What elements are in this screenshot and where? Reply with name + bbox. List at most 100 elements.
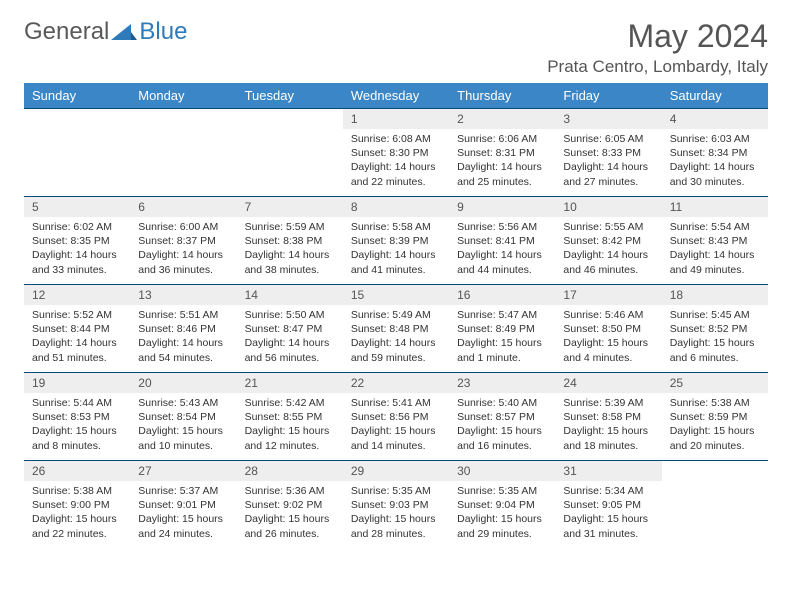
calendar-row: 5Sunrise: 6:02 AMSunset: 8:35 PMDaylight… xyxy=(24,197,768,285)
day-number: 23 xyxy=(449,373,555,393)
day-number: 2 xyxy=(449,109,555,129)
calendar-cell xyxy=(662,461,768,549)
calendar-cell: 7Sunrise: 5:59 AMSunset: 8:38 PMDaylight… xyxy=(237,197,343,285)
day-sr: Sunrise: 6:08 AM xyxy=(351,132,441,146)
brand-part2: Blue xyxy=(139,18,187,46)
day-data: Sunrise: 5:35 AMSunset: 9:04 PMDaylight:… xyxy=(449,481,555,545)
day-d2: and 36 minutes. xyxy=(138,263,228,277)
day-d2: and 56 minutes. xyxy=(245,351,335,365)
day-number: 27 xyxy=(130,461,236,481)
calendar-cell: 24Sunrise: 5:39 AMSunset: 8:58 PMDayligh… xyxy=(555,373,661,461)
day-sr: Sunrise: 6:06 AM xyxy=(457,132,547,146)
day-d2: and 49 minutes. xyxy=(670,263,760,277)
day-d2: and 28 minutes. xyxy=(351,527,441,541)
calendar-cell: 31Sunrise: 5:34 AMSunset: 9:05 PMDayligh… xyxy=(555,461,661,549)
calendar-cell xyxy=(130,109,236,197)
day-d2: and 38 minutes. xyxy=(245,263,335,277)
day-number: 21 xyxy=(237,373,343,393)
weekday-header-row: Sunday Monday Tuesday Wednesday Thursday… xyxy=(24,83,768,109)
calendar-cell: 5Sunrise: 6:02 AMSunset: 8:35 PMDaylight… xyxy=(24,197,130,285)
day-ss: Sunset: 8:56 PM xyxy=(351,410,441,424)
day-sr: Sunrise: 5:36 AM xyxy=(245,484,335,498)
day-sr: Sunrise: 5:55 AM xyxy=(563,220,653,234)
day-data: Sunrise: 5:46 AMSunset: 8:50 PMDaylight:… xyxy=(555,305,661,369)
calendar-cell xyxy=(237,109,343,197)
weekday-header: Friday xyxy=(555,83,661,109)
calendar-cell: 9Sunrise: 5:56 AMSunset: 8:41 PMDaylight… xyxy=(449,197,555,285)
day-data: Sunrise: 5:59 AMSunset: 8:38 PMDaylight:… xyxy=(237,217,343,281)
day-data: Sunrise: 5:50 AMSunset: 8:47 PMDaylight:… xyxy=(237,305,343,369)
day-ss: Sunset: 8:54 PM xyxy=(138,410,228,424)
day-d2: and 30 minutes. xyxy=(670,175,760,189)
day-d2: and 1 minute. xyxy=(457,351,547,365)
day-sr: Sunrise: 5:44 AM xyxy=(32,396,122,410)
day-d2: and 31 minutes. xyxy=(563,527,653,541)
calendar-cell: 16Sunrise: 5:47 AMSunset: 8:49 PMDayligh… xyxy=(449,285,555,373)
day-d1: Daylight: 15 hours xyxy=(670,336,760,350)
day-ss: Sunset: 8:55 PM xyxy=(245,410,335,424)
day-d2: and 27 minutes. xyxy=(563,175,653,189)
day-d2: and 44 minutes. xyxy=(457,263,547,277)
calendar-cell: 22Sunrise: 5:41 AMSunset: 8:56 PMDayligh… xyxy=(343,373,449,461)
day-data: Sunrise: 5:54 AMSunset: 8:43 PMDaylight:… xyxy=(662,217,768,281)
day-d1: Daylight: 15 hours xyxy=(245,424,335,438)
day-number: 6 xyxy=(130,197,236,217)
day-ss: Sunset: 8:39 PM xyxy=(351,234,441,248)
day-d1: Daylight: 14 hours xyxy=(245,336,335,350)
day-data: Sunrise: 6:00 AMSunset: 8:37 PMDaylight:… xyxy=(130,217,236,281)
day-d1: Daylight: 14 hours xyxy=(351,160,441,174)
day-d1: Daylight: 15 hours xyxy=(457,424,547,438)
day-sr: Sunrise: 5:42 AM xyxy=(245,396,335,410)
calendar-cell: 18Sunrise: 5:45 AMSunset: 8:52 PMDayligh… xyxy=(662,285,768,373)
weekday-header: Tuesday xyxy=(237,83,343,109)
day-sr: Sunrise: 5:49 AM xyxy=(351,308,441,322)
day-d1: Daylight: 15 hours xyxy=(32,424,122,438)
day-number: 9 xyxy=(449,197,555,217)
day-d1: Daylight: 14 hours xyxy=(138,336,228,350)
day-d2: and 51 minutes. xyxy=(32,351,122,365)
day-data: Sunrise: 6:08 AMSunset: 8:30 PMDaylight:… xyxy=(343,129,449,193)
day-d2: and 29 minutes. xyxy=(457,527,547,541)
day-number: 16 xyxy=(449,285,555,305)
calendar-cell: 15Sunrise: 5:49 AMSunset: 8:48 PMDayligh… xyxy=(343,285,449,373)
day-data: Sunrise: 5:52 AMSunset: 8:44 PMDaylight:… xyxy=(24,305,130,369)
location-text: Prata Centro, Lombardy, Italy xyxy=(547,57,768,77)
day-number: 1 xyxy=(343,109,449,129)
day-number: 30 xyxy=(449,461,555,481)
day-number: 11 xyxy=(662,197,768,217)
day-number: 5 xyxy=(24,197,130,217)
day-sr: Sunrise: 6:00 AM xyxy=(138,220,228,234)
day-number: 22 xyxy=(343,373,449,393)
day-ss: Sunset: 9:05 PM xyxy=(563,498,653,512)
day-data: Sunrise: 5:56 AMSunset: 8:41 PMDaylight:… xyxy=(449,217,555,281)
day-d1: Daylight: 15 hours xyxy=(563,424,653,438)
day-data: Sunrise: 6:06 AMSunset: 8:31 PMDaylight:… xyxy=(449,129,555,193)
day-data: Sunrise: 5:35 AMSunset: 9:03 PMDaylight:… xyxy=(343,481,449,545)
day-ss: Sunset: 8:43 PM xyxy=(670,234,760,248)
day-data: Sunrise: 5:49 AMSunset: 8:48 PMDaylight:… xyxy=(343,305,449,369)
day-number: 8 xyxy=(343,197,449,217)
day-sr: Sunrise: 5:56 AM xyxy=(457,220,547,234)
day-ss: Sunset: 8:42 PM xyxy=(563,234,653,248)
day-d1: Daylight: 14 hours xyxy=(351,248,441,262)
calendar-cell: 6Sunrise: 6:00 AMSunset: 8:37 PMDaylight… xyxy=(130,197,236,285)
day-ss: Sunset: 8:31 PM xyxy=(457,146,547,160)
brand-part1: General xyxy=(24,18,109,46)
day-sr: Sunrise: 5:39 AM xyxy=(563,396,653,410)
day-sr: Sunrise: 5:37 AM xyxy=(138,484,228,498)
day-ss: Sunset: 9:03 PM xyxy=(351,498,441,512)
weekday-header: Saturday xyxy=(662,83,768,109)
day-d2: and 59 minutes. xyxy=(351,351,441,365)
day-ss: Sunset: 8:48 PM xyxy=(351,322,441,336)
day-d1: Daylight: 14 hours xyxy=(351,336,441,350)
calendar-cell: 10Sunrise: 5:55 AMSunset: 8:42 PMDayligh… xyxy=(555,197,661,285)
day-sr: Sunrise: 6:02 AM xyxy=(32,220,122,234)
calendar-cell: 11Sunrise: 5:54 AMSunset: 8:43 PMDayligh… xyxy=(662,197,768,285)
day-number: 4 xyxy=(662,109,768,129)
day-d1: Daylight: 14 hours xyxy=(563,160,653,174)
day-sr: Sunrise: 5:46 AM xyxy=(563,308,653,322)
day-number: 19 xyxy=(24,373,130,393)
day-data: Sunrise: 6:02 AMSunset: 8:35 PMDaylight:… xyxy=(24,217,130,281)
day-d2: and 33 minutes. xyxy=(32,263,122,277)
day-ss: Sunset: 9:01 PM xyxy=(138,498,228,512)
